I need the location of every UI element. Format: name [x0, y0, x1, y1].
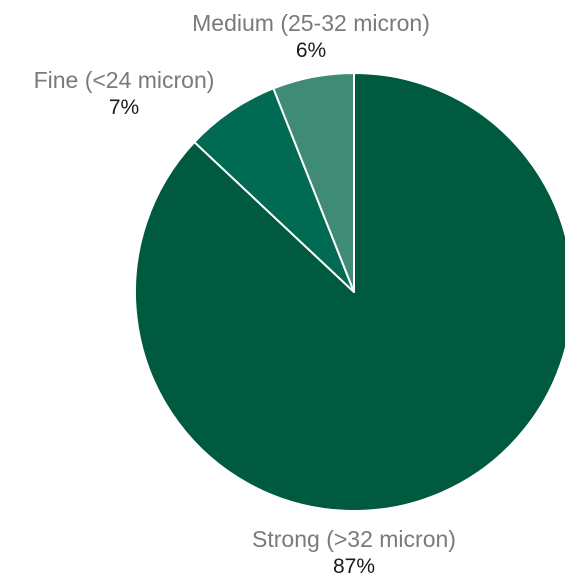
- pie-slices: [134, 72, 565, 512]
- slice-value-medium: 6%: [296, 39, 326, 62]
- pie-slice-medium: [272, 72, 355, 293]
- slice-label-strong: Strong (>32 micron): [252, 526, 456, 552]
- pie-slice-strong: [134, 72, 565, 512]
- slice-label-medium: Medium (25-32 micron): [192, 10, 430, 36]
- slice-value-fine: 7%: [109, 96, 139, 119]
- slice-value-strong: 87%: [333, 555, 375, 575]
- slice-label-fine: Fine (<24 micron): [34, 67, 215, 93]
